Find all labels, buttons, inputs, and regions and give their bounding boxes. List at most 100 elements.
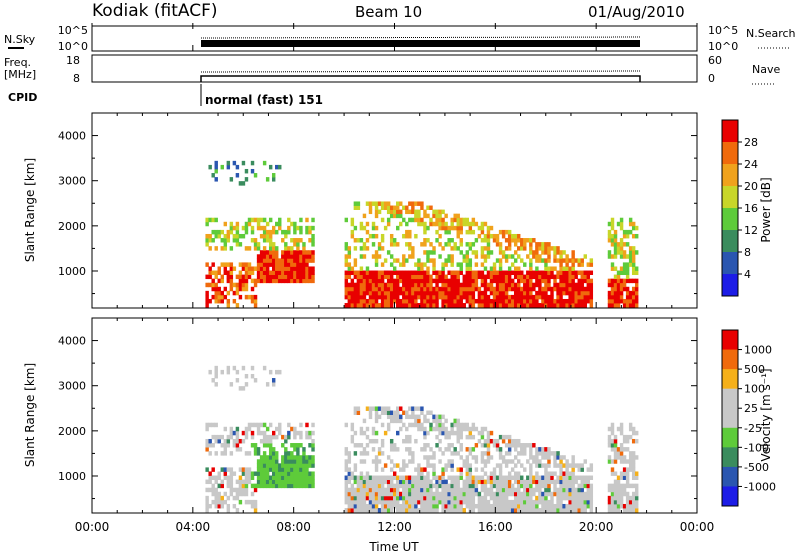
power-cell [529, 238, 533, 243]
power-cell [353, 225, 358, 231]
power-cell [402, 282, 406, 288]
power-cell [468, 290, 473, 296]
power-cell [529, 262, 533, 267]
power-cell [613, 294, 618, 300]
velocity-cell [613, 503, 618, 509]
power-cell [220, 238, 224, 243]
power-cell [211, 278, 215, 284]
nave-trace [200, 70, 641, 73]
velocity-cell [459, 455, 463, 460]
velocity-cell [420, 487, 424, 493]
velocity-cell [628, 467, 633, 472]
power-cell [302, 274, 306, 280]
velocity-cell [299, 443, 303, 448]
power-cell [429, 258, 433, 263]
velocity-cell [495, 503, 500, 509]
velocity-cell [435, 426, 439, 432]
power-cell [426, 286, 430, 292]
velocity-cell [299, 459, 303, 464]
power-cell [293, 262, 297, 267]
velocity-cell [631, 455, 636, 460]
velocity-cell [498, 479, 503, 485]
power-cell [238, 270, 243, 275]
power-cell [311, 266, 315, 271]
velocity-cell [386, 503, 391, 509]
power-cell [347, 286, 352, 292]
velocity-cell [420, 426, 424, 432]
power-cell [468, 246, 473, 251]
velocity-cell [244, 483, 249, 489]
velocity-cell [447, 495, 451, 501]
power-cell [559, 270, 563, 275]
velocity-cell [344, 491, 349, 497]
velocity-cell [229, 382, 234, 387]
velocity-cell [396, 503, 400, 509]
velocity-cell [420, 499, 424, 505]
power-cell [402, 205, 406, 210]
power-cell [268, 164, 273, 170]
velocity-cell [483, 483, 488, 489]
velocity-cell [438, 422, 442, 428]
power-cell [586, 274, 591, 280]
velocity-cell [517, 487, 521, 493]
power-cell [456, 225, 460, 231]
velocity-cell [299, 463, 303, 468]
velocity-cell [302, 463, 306, 468]
velocity-cell [444, 430, 448, 436]
velocity-cell [377, 447, 382, 452]
power-cell [423, 250, 427, 255]
power-cell [483, 282, 488, 288]
velocity-cell [271, 382, 276, 387]
power-cell [619, 266, 624, 271]
power-cell [296, 274, 300, 280]
power-cell [435, 238, 439, 243]
power-cell [483, 266, 488, 271]
power-cell [423, 274, 427, 280]
velocity-cell [474, 459, 479, 464]
power-cell [371, 282, 376, 288]
power-cell [232, 266, 237, 271]
power-cell [444, 258, 448, 263]
velocity-cell [214, 499, 218, 505]
velocity-cell [513, 475, 518, 480]
velocity-cell [556, 508, 560, 513]
velocity-cell [278, 430, 282, 436]
power-cell [271, 278, 276, 284]
velocity-cell [486, 491, 491, 497]
power-cell [565, 298, 569, 304]
velocity-cell [262, 443, 267, 448]
velocity-cell [465, 491, 470, 497]
velocity-cell [507, 459, 512, 464]
velocity-cell [610, 443, 615, 448]
velocity-cell [444, 495, 448, 501]
velocity-cell [238, 475, 243, 480]
power-cell [386, 274, 391, 280]
power-cell [350, 303, 355, 308]
velocity-cell [580, 463, 584, 468]
velocity-cell [562, 455, 566, 460]
velocity-cell [396, 483, 400, 489]
power-cell [405, 303, 409, 308]
date-title: 01/Aug/2010 [588, 3, 685, 21]
velocity-cell [359, 503, 364, 509]
velocity-cell [374, 414, 379, 420]
power-cell [468, 225, 473, 231]
velocity-cell [495, 447, 500, 452]
velocity-cell [610, 438, 615, 444]
power-cell [501, 233, 506, 239]
velocity-cell [510, 491, 515, 497]
velocity-cell [559, 471, 563, 476]
velocity-cell [223, 471, 228, 476]
power-cell [402, 286, 406, 292]
power-cell [290, 246, 294, 251]
velocity-cell [356, 508, 361, 513]
power-cell [468, 258, 473, 263]
velocity-cell [547, 483, 551, 489]
power-cell [498, 250, 503, 255]
power-cell [447, 286, 451, 292]
velocity-cell [250, 475, 255, 480]
power-cell [359, 286, 364, 292]
velocity-cell [565, 483, 569, 489]
power-cell [344, 274, 349, 280]
